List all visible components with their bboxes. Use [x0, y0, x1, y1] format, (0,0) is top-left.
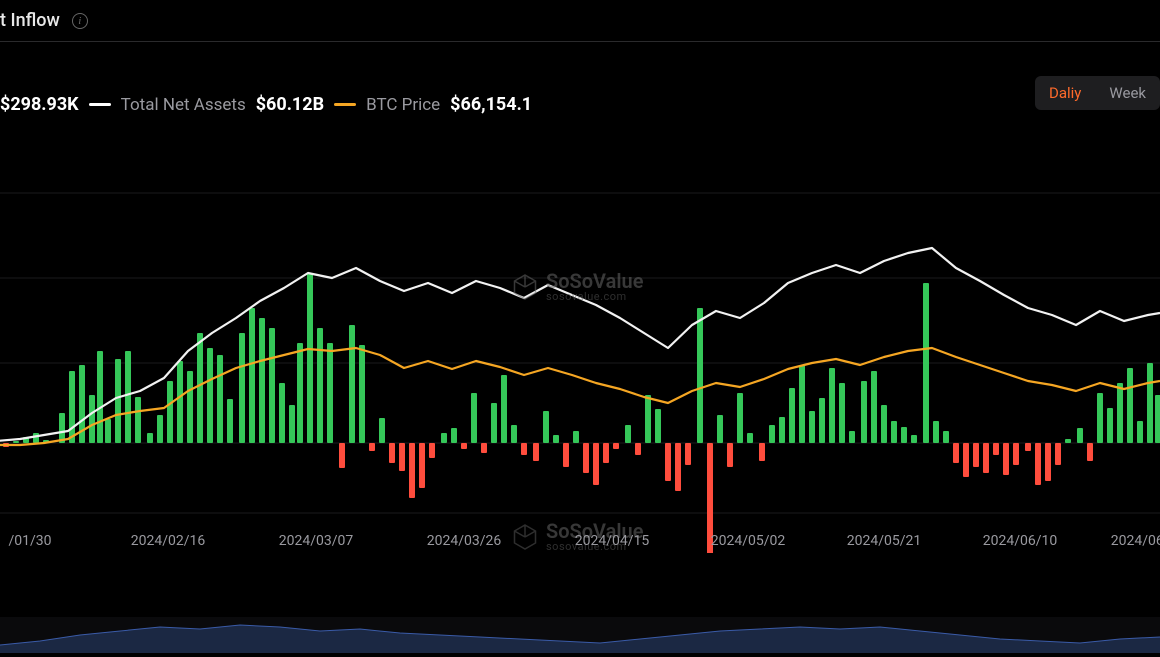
- legend-label-btc: BTC Price: [366, 95, 440, 115]
- x-tick-label: 2024/05/21: [847, 533, 922, 549]
- x-tick-label: /01/30: [8, 533, 51, 549]
- chart-container: SoSoValue sosovalue.com SoSoValue sosova…: [0, 133, 1160, 553]
- period-weekly[interactable]: Week: [1095, 76, 1160, 110]
- x-tick-label: 2024/03/07: [279, 533, 354, 549]
- inflow-chart: [0, 133, 1160, 553]
- legend-swatch-assets: [89, 103, 111, 106]
- legend-value-0: $298.93K: [0, 94, 79, 115]
- legend-label-assets: Total Net Assets: [121, 95, 246, 115]
- legend-value-assets: $60.12B: [256, 94, 324, 115]
- legend-item-assets: Total Net Assets $60.12B: [89, 94, 324, 115]
- mini-range-area[interactable]: [0, 617, 1160, 653]
- legend-value-btc: $66,154.1: [450, 94, 532, 115]
- x-tick-label: 2024/04/15: [575, 533, 650, 549]
- x-tick-label: 2024/06/10: [983, 533, 1058, 549]
- legend-item-value: $298.93K: [0, 94, 79, 115]
- x-tick-label: 2024/02/16: [131, 533, 206, 549]
- header-divider: [0, 41, 1160, 42]
- x-tick-label: 2024/03/26: [427, 533, 502, 549]
- period-toggle: Daliy Week: [1035, 76, 1160, 110]
- info-icon[interactable]: i: [72, 13, 88, 29]
- legend-swatch-btc: [334, 103, 356, 106]
- page-title-partial: t Inflow: [0, 10, 60, 31]
- legend-item-btc: BTC Price $66,154.1: [334, 94, 532, 115]
- period-daily[interactable]: Daliy: [1035, 76, 1095, 110]
- x-tick-label: 2024/05/02: [711, 533, 786, 549]
- legend: $298.93K Total Net Assets $60.12B BTC Pr…: [0, 94, 1160, 115]
- x-axis-labels: /01/30 2024/02/16 2024/03/07 2024/03/26 2024…: [0, 533, 1160, 555]
- x-tick-label: 2024/06/28: [1111, 533, 1160, 549]
